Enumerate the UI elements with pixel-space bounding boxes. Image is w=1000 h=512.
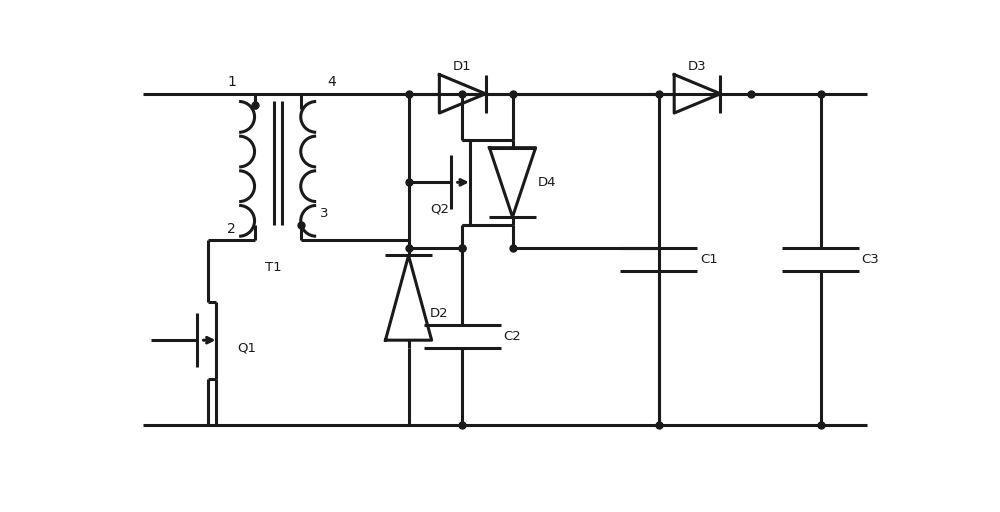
Text: C3: C3 [862,253,879,266]
Text: C1: C1 [700,253,718,266]
Text: Q2: Q2 [430,203,449,216]
Text: T1: T1 [265,261,282,273]
Text: C2: C2 [504,330,521,343]
Text: 3: 3 [320,207,328,220]
Text: D1: D1 [453,60,472,73]
Text: 1: 1 [227,75,236,89]
Text: D2: D2 [430,307,449,319]
Text: Q1: Q1 [237,342,256,354]
Text: D4: D4 [538,176,556,189]
Text: 2: 2 [227,222,236,236]
Text: D3: D3 [688,60,707,73]
Text: 4: 4 [327,75,336,89]
